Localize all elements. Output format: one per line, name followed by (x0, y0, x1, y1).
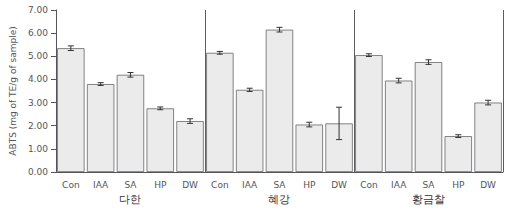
svg-text:1.00: 1.00 (28, 144, 48, 154)
svg-text:3.00: 3.00 (28, 98, 48, 108)
svg-text:IAA: IAA (391, 180, 407, 190)
svg-text:Con: Con (360, 180, 378, 190)
svg-text:4.00: 4.00 (28, 74, 48, 84)
svg-text:6.00: 6.00 (28, 28, 48, 38)
svg-text:DW: DW (182, 180, 198, 190)
svg-text:ABTS (mg of TE/g of sample): ABTS (mg of TE/g of sample) (8, 26, 18, 155)
svg-text:IAA: IAA (242, 180, 258, 190)
svg-text:DW: DW (331, 180, 347, 190)
svg-text:HP: HP (452, 180, 465, 190)
svg-text:Con: Con (62, 180, 80, 190)
svg-text:IAA: IAA (93, 180, 109, 190)
svg-text:HP: HP (303, 180, 316, 190)
svg-text:HP: HP (154, 180, 167, 190)
svg-text:SA: SA (422, 180, 435, 190)
svg-text:SA: SA (273, 180, 286, 190)
svg-text:Con: Con (211, 180, 229, 190)
svg-text:DW: DW (480, 180, 496, 190)
svg-text:혜강: 혜강 (268, 193, 290, 206)
svg-text:다한: 다한 (119, 193, 141, 206)
svg-text:2.00: 2.00 (28, 121, 48, 131)
svg-text:SA: SA (124, 180, 137, 190)
svg-text:황금찰: 황금찰 (412, 193, 445, 206)
svg-text:0.00: 0.00 (28, 167, 48, 177)
svg-text:5.00: 5.00 (28, 51, 48, 61)
svg-text:7.00: 7.00 (28, 5, 48, 15)
